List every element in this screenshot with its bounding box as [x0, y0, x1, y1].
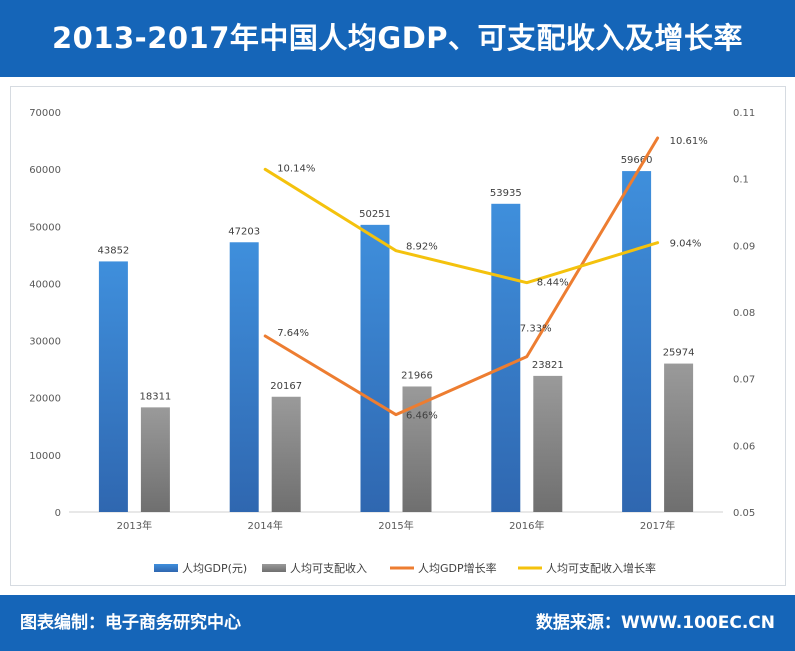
legend-label: 人均GDP(元) — [182, 562, 247, 575]
income-growth-label: 8.44% — [537, 278, 569, 289]
gdp-bar — [622, 171, 652, 512]
page-title: 2013-2017年中国人均GDP、可支配收入及增长率 — [51, 21, 744, 55]
gdp-growth-label: 6.46% — [406, 411, 438, 422]
chart-area: 0 10000 20000 30000 40000 50000 60000 70000 0.05… — [10, 86, 786, 586]
gdp-bar-label: 53935 — [490, 188, 522, 199]
header-banner: 2013-2017年中国人均GDP、可支配收入及增长率 — [0, 0, 795, 77]
income-bar — [140, 407, 170, 512]
gdp-bar — [98, 261, 128, 512]
footer-author: 图表编制：电子商务研究中心 — [20, 595, 241, 651]
right-axis-tick-label: 0.11 — [733, 108, 755, 119]
legend-label: 人均可支配收入 — [290, 561, 367, 575]
income-bar — [402, 386, 432, 512]
legend-swatch — [154, 564, 178, 572]
income-growth-label: 8.92% — [406, 242, 438, 253]
right-axis-tick-label: 0.08 — [733, 308, 755, 319]
x-axis-tick-label: 2016年 — [509, 519, 544, 532]
gdp-growth-label: 7.33% — [520, 324, 552, 335]
income-bar-label: 25974 — [663, 348, 695, 359]
right-axis-tick-label: 0.09 — [733, 241, 755, 252]
gdp-bar-label: 59660 — [621, 155, 653, 166]
x-axis-tick-label: 2013年 — [117, 519, 152, 532]
right-axis-tick-label: 0.1 — [733, 175, 749, 186]
left-axis-tick-label: 50000 — [29, 222, 61, 233]
x-axis-tick-label: 2014年 — [247, 519, 282, 532]
legend-label: 人均GDP增长率 — [418, 561, 497, 575]
gdp-bar — [491, 203, 521, 513]
income-growth-label: 9.04% — [670, 239, 702, 250]
income-bar-label: 21966 — [401, 370, 433, 381]
gdp-growth-label: 10.61% — [670, 136, 708, 147]
combo-chart: 0 10000 20000 30000 40000 50000 60000 70000 0.05… — [29, 108, 755, 575]
gdp-growth-line — [263, 136, 660, 417]
footer-author-label: 图表编制： — [20, 613, 105, 633]
footer-source-value: WWW.100EC.CN — [620, 613, 775, 633]
left-axis-tick-label: 40000 — [29, 279, 61, 290]
gdp-bar-label: 47203 — [228, 226, 260, 237]
income-bar-label: 18311 — [139, 391, 171, 402]
footer-banner: 图表编制：电子商务研究中心 数据来源：WWW.100EC.CN — [0, 595, 795, 651]
right-axis-tick-label: 0.07 — [733, 375, 755, 386]
footer-source-label: 数据来源： — [535, 613, 621, 633]
x-axis-tick-label: 2017年 — [640, 519, 675, 532]
income-bar — [271, 396, 301, 512]
right-axis-tick-label: 0.05 — [733, 508, 755, 519]
gdp-bar-label: 43852 — [97, 245, 129, 256]
income-bar-label: 20167 — [270, 381, 302, 392]
gdp-growth-label: 7.64% — [277, 328, 309, 339]
x-axis-tick-label: 2015年 — [378, 519, 413, 532]
income-growth-line — [263, 167, 660, 285]
income-growth-label: 10.14% — [277, 163, 315, 174]
left-axis-tick-label: 60000 — [29, 165, 61, 176]
left-axis-tick-label: 10000 — [29, 451, 61, 462]
gdp-bar — [229, 242, 259, 513]
left-axis-tick-label: 20000 — [29, 394, 61, 405]
legend-label: 人均可支配收入增长率 — [546, 561, 656, 575]
right-axis-tick-label: 0.06 — [733, 441, 755, 452]
left-axis-tick-label: 70000 — [29, 108, 61, 119]
legend-swatch — [262, 564, 286, 572]
left-axis-tick-label: 30000 — [29, 337, 61, 348]
income-bar — [533, 375, 563, 512]
gdp-bar — [360, 224, 390, 512]
footer-author-value: 电子商务研究中心 — [105, 613, 241, 633]
income-bar — [664, 363, 694, 512]
footer-source: 数据来源：WWW.100EC.CN — [536, 595, 775, 651]
gdp-bar-label: 50251 — [359, 209, 391, 220]
income-bar-label: 23821 — [532, 360, 564, 371]
left-axis-tick-label: 0 — [55, 508, 61, 519]
